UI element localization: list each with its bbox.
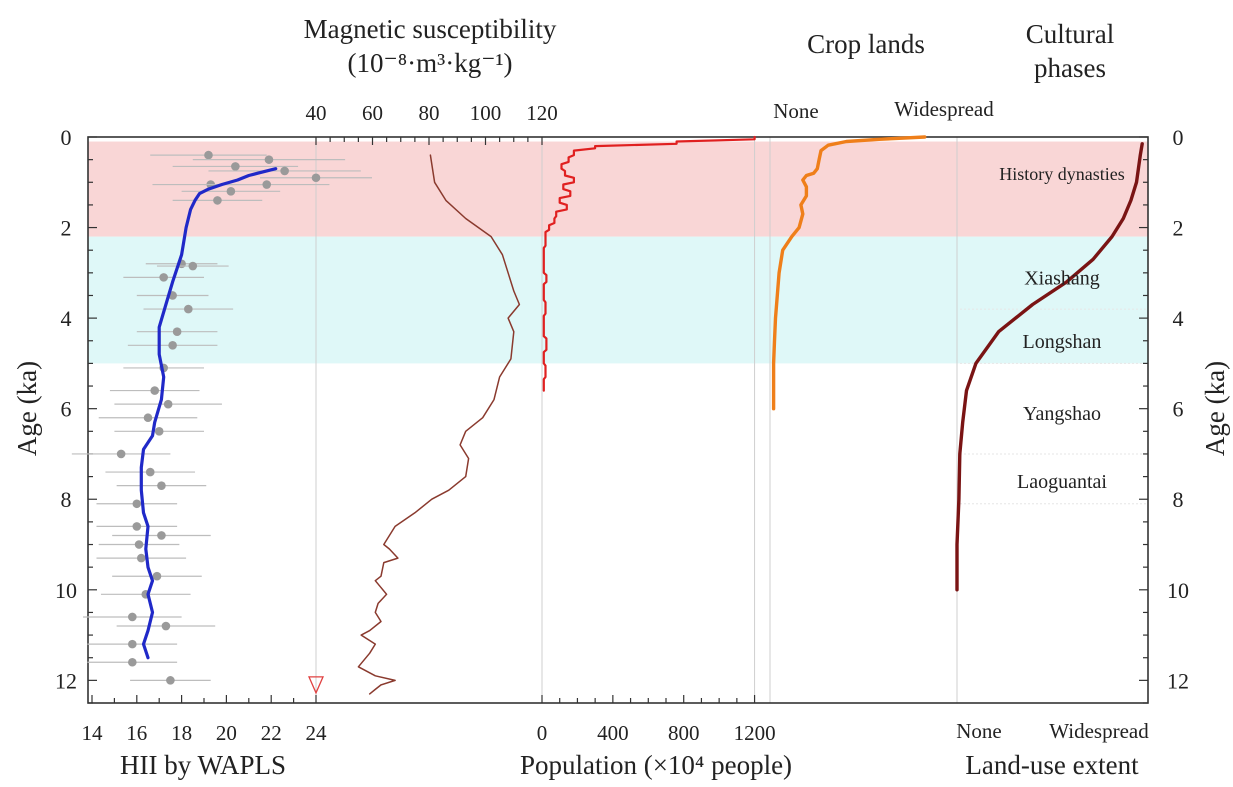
hii-sample-point [161, 621, 171, 631]
landuse-widespread-label: Widespread [1049, 719, 1149, 743]
hii-tick-label: 22 [261, 721, 282, 745]
y-tick-label-left: 2 [61, 216, 72, 241]
hii-sample-point [159, 273, 168, 282]
hii-sample-point [226, 187, 236, 196]
hii-sample-point [168, 340, 177, 350]
hii-sample-point [157, 481, 166, 490]
y-tick-label-right: 4 [1173, 306, 1184, 331]
hii-sample-point [134, 540, 144, 549]
magnetic-tick-label: 80 [419, 101, 440, 125]
hii-sample-point [132, 522, 142, 531]
magnetic-units: (10⁻⁸·m³·kg⁻¹) [347, 47, 513, 78]
population-series-line [542, 135, 756, 392]
magnetic-title: Magnetic susceptibility (10⁻⁸·m³·kg⁻¹) [304, 13, 557, 81]
population-tick-label: 400 [597, 721, 629, 745]
crop-series-line [771, 135, 927, 411]
magnetic-tick-label: 40 [306, 101, 327, 125]
hii-sample-point [150, 386, 160, 395]
gridlines [315, 137, 958, 703]
phase-label-xiashang: Xiashang [1024, 267, 1100, 289]
phase-bands [88, 141, 1148, 505]
hii-sample-point [184, 304, 193, 314]
phase-label-history-dynasties: History dynasties [999, 164, 1125, 184]
y-tick-label-right: 10 [1167, 578, 1189, 603]
y-tick-label-left: 0 [61, 125, 72, 150]
y-tick-label-right: 8 [1173, 487, 1184, 512]
phase-label-longshan: Longshan [1023, 331, 1102, 353]
y-tick-label-left: 4 [61, 306, 72, 331]
hii-tick-label: 14 [82, 721, 104, 745]
hii-sample-point [128, 639, 137, 649]
hii-sample-point [116, 449, 126, 459]
cultural-title-line1: Cultural [1025, 19, 1115, 49]
magnetic-tick-label: 120 [526, 101, 558, 125]
hii-sample-point [264, 155, 274, 164]
series-layer [71, 135, 1144, 695]
hii-sample-point [128, 612, 137, 622]
cultural-title-line2: phases [1034, 52, 1106, 83]
y-tick-label-right: 2 [1173, 216, 1184, 241]
age-axis-title-left: Age (ka) [12, 360, 43, 457]
hii-sample-point [132, 499, 142, 509]
population-tick-label: 800 [668, 721, 700, 745]
magnetic-tick-label: 60 [362, 101, 383, 125]
hii-sample-point [163, 399, 173, 409]
hii-sample-point [143, 413, 153, 423]
landuse-series-line [955, 142, 1144, 592]
band-history-dynasties [88, 141, 1148, 237]
hii-sample-point [145, 467, 155, 477]
magnetic-tick-label: 100 [470, 101, 502, 125]
cultural-phases-title: Cultural phases [1026, 18, 1115, 86]
hii-sample-point [280, 166, 289, 176]
landuse-axis-title: Land-use extent [965, 750, 1139, 780]
y-tick-label-right: 12 [1167, 668, 1189, 693]
hii-sample-point [231, 162, 240, 171]
hii-sample-point [157, 531, 166, 540]
hii-sample-point [128, 657, 137, 667]
band-xiashang-longshan [88, 236, 1148, 364]
hii-series-line [139, 167, 278, 660]
phase-label-yangshao: Yangshao [1023, 403, 1101, 425]
crop-widespread-label: Widespread [894, 97, 994, 121]
phase-label-laoguantai: Laoguantai [1017, 471, 1107, 493]
population-tick-label: 0 [537, 721, 548, 745]
y-tick-label-right: 6 [1173, 397, 1184, 422]
y-tick-label-left: 8 [61, 487, 72, 512]
hii-sample-point [204, 150, 213, 160]
hii-sample-point [136, 553, 146, 563]
age-axis-title-right: Age (ka) [1200, 360, 1231, 457]
magnetic-marker-triangle [308, 676, 324, 695]
landuse-none-label: None [956, 719, 1002, 743]
plot-frame [87, 136, 1149, 704]
hii-sample-point [262, 180, 272, 189]
population-axis-title: Population (×10⁴ people) [519, 750, 793, 780]
y-tick-label-left: 6 [61, 397, 72, 422]
hii-sample-point [188, 261, 198, 271]
crop-none-label: None [773, 99, 819, 123]
hii-sample-point [311, 173, 321, 183]
hii-tick-label: 20 [216, 721, 237, 745]
hii-sample-point [152, 571, 162, 581]
population-tick-label: 1200 [734, 721, 776, 745]
hii-sample-point [154, 427, 164, 436]
magnetic-series-line [357, 154, 521, 695]
plot-border [87, 136, 1149, 704]
crop-title: Crop lands [807, 29, 925, 59]
hii-tick-label: 18 [171, 721, 192, 745]
hii-sample-point [166, 676, 175, 685]
hii-axis-title: HII by WAPLS [119, 750, 287, 780]
hii-sample-point [213, 196, 222, 205]
hii-tick-label: 16 [126, 721, 147, 745]
y-tick-label-left: 12 [55, 668, 77, 693]
y-tick-label-right: 0 [1173, 125, 1184, 150]
hii-tick-label: 24 [306, 721, 328, 745]
y-tick-label-left: 10 [55, 578, 77, 603]
hii-sample-point [172, 327, 182, 337]
magnetic-title-text: Magnetic susceptibility [303, 14, 557, 44]
